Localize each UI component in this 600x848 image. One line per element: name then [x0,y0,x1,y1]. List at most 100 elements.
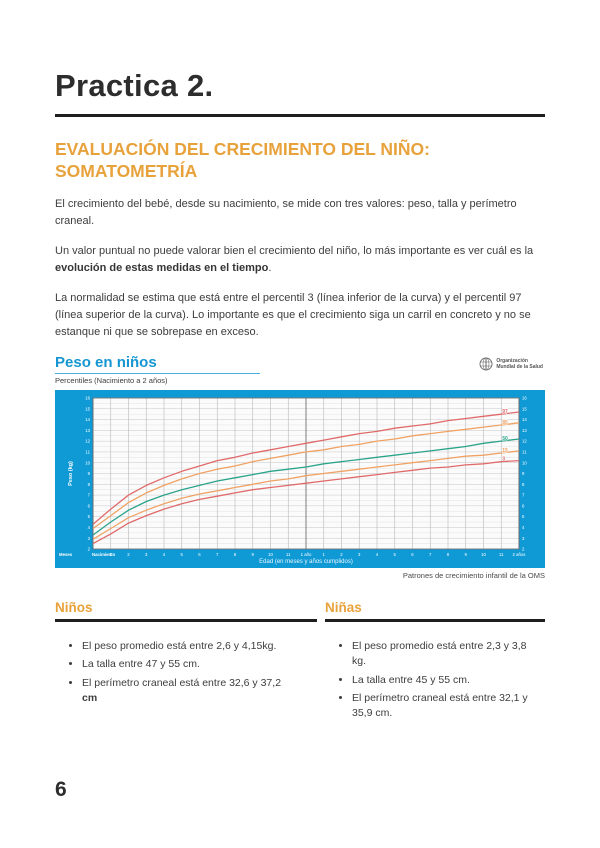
x-unit-label: Meses [59,552,73,557]
x-tick-label: 8 [447,552,450,557]
y-tick-label: 10 [522,460,527,465]
percentile-curve-50 [92,438,520,536]
who-logo: Organización Mundial de la Salud [479,357,543,371]
paragraph-3: La normalidad se estima que está entre e… [55,291,531,339]
curve-label-3: 3 [502,457,505,463]
percentile-curve-85 [92,422,520,530]
curve-label-15: 15 [502,448,508,454]
growth-chart: 2 2 3 3 4 4 5 5 6 6 7 7 8 8 9 9 10 10 11 11 12 12 13 13 14 14 15 15… [55,390,545,569]
y-tick-label: 15 [522,406,527,411]
x-tick-label: 10 [268,552,273,557]
y-tick-label: 11 [86,450,91,455]
who-logo-line1: Organización [496,357,528,364]
y-tick-label: 15 [85,406,90,411]
list-item: El peso promedio está entre 2,6 y 4,15kg… [82,639,282,654]
paragraph-2: Un valor puntual no puede valorar bien e… [55,243,545,277]
x-tick-label: 10 [481,552,486,557]
x-tick-label: 1 [323,552,326,557]
x-tick-label: 6 [411,552,414,557]
two-column-section: Niños El peso promedio está entre 2,6 y … [55,600,545,724]
girls-column: Niñas El peso promedio está entre 2,3 y … [325,600,545,724]
who-logo-line2: Mundial de la Salud [496,364,543,371]
x-tick-label: 3 [358,552,361,557]
y-tick-label: 14 [85,417,90,422]
paragraph-2-bold-text: evolución de estas medidas en el tiempo [55,261,269,274]
list-item: La talla entre 45 y 55 cm. [352,673,537,688]
y-axis-title: Peso (kg) [68,461,74,486]
chart-title: Peso en niños [55,354,260,375]
y-tick-label: 3 [88,536,91,541]
curve-label-97: 97 [502,409,508,415]
x-tick-label: 1 [110,552,113,557]
curve-label-85: 85 [502,420,508,426]
document-title: Practica 2. [55,68,545,117]
paragraph-2-text: Un valor puntual no puede valorar bien e… [55,244,534,257]
x-tick-label: 3 [145,552,148,557]
y-tick-label: 12 [85,439,90,444]
x-tick-label: 8 [234,552,237,557]
girls-section-header: Niñas [325,600,545,623]
percentile-curve-97 [92,411,520,525]
chart-subtitle: Percentiles (Nacimiento a 2 años) [55,376,168,386]
document-page: Practica 2. EVALUACIÓN DEL CRECIMIENTO D… [0,0,600,724]
y-tick-label: 16 [85,396,90,401]
y-tick-label: 2 [522,547,525,552]
y-tick-label: 8 [88,482,91,487]
x-tick-label: 7 [216,552,219,557]
section-heading: EVALUACIÓN DEL CRECIMIENTO DEL NIÑO: SOM… [55,139,430,182]
y-tick-label: 7 [88,493,91,498]
y-tick-label: 6 [88,504,91,509]
y-tick-label: 11 [522,450,527,455]
x-tick-label: 2 años [513,552,526,557]
who-emblem-icon [479,357,493,371]
y-tick-label: 16 [522,396,527,401]
x-axis-title: Edad (en meses y años cumplidos) [259,559,353,565]
x-tick-label: 2 [127,552,130,557]
y-tick-label: 9 [522,471,525,476]
paragraph-1: El crecimiento del bebé, desde su nacimi… [55,197,517,227]
list-item: El perímetro craneal está entre 32,1 y 3… [352,691,537,721]
chart-footer-caption: Patrones de crecimiento infantil de la O… [402,571,545,581]
x-tick-label: 1 año [301,552,312,557]
y-tick-label: 4 [88,525,91,530]
y-tick-label: 3 [522,536,525,541]
list-item: El peso promedio está entre 2,3 y 3,8 kg… [352,639,537,669]
x-tick-label: 5 [181,552,184,557]
x-tick-label: 9 [465,552,468,557]
y-tick-label: 7 [522,493,525,498]
y-tick-label: 8 [522,482,525,487]
girls-list: El peso promedio está entre 2,3 y 3,8 kg… [352,639,545,721]
y-tick-label: 4 [522,525,525,530]
y-tick-label: 5 [88,514,91,519]
y-tick-label: 9 [88,471,91,476]
paragraph-2-period: . [268,261,272,274]
list-item: La talla entre 47 y 55 cm. [82,657,282,672]
page-number: 6 [55,778,67,801]
list-item: El perímetro craneal está entre 32,6 y 3… [82,676,282,706]
percentile-curve-15 [92,450,520,540]
x-tick-label: 5 [394,552,397,557]
y-tick-label: 6 [522,504,525,509]
y-tick-label: 5 [522,514,525,519]
x-tick-label: 11 [286,552,291,557]
x-tick-label: 6 [198,552,201,557]
y-tick-label: 2 [88,547,91,552]
x-tick-label: 7 [429,552,432,557]
x-tick-label: Nacimiento [92,552,116,557]
y-tick-label: 13 [522,428,527,433]
x-tick-label: 4 [376,552,379,557]
y-tick-label: 10 [85,460,90,465]
boys-column: Niños El peso promedio está entre 2,6 y … [55,600,317,724]
x-tick-label: 9 [252,552,255,557]
percentile-curve-3 [92,460,520,545]
x-tick-label: 2 [340,552,343,557]
y-tick-label: 13 [85,428,90,433]
x-tick-label: 4 [163,552,166,557]
curve-label-50: 50 [502,436,508,442]
who-logo-text: Organización Mundial de la Salud [496,358,543,371]
x-tick-label: 11 [499,552,504,557]
boys-section-header: Niños [55,600,317,623]
y-tick-label: 12 [522,439,527,444]
growth-chart-figure: Peso en niños Percentiles (Nacimiento a … [55,354,545,580]
